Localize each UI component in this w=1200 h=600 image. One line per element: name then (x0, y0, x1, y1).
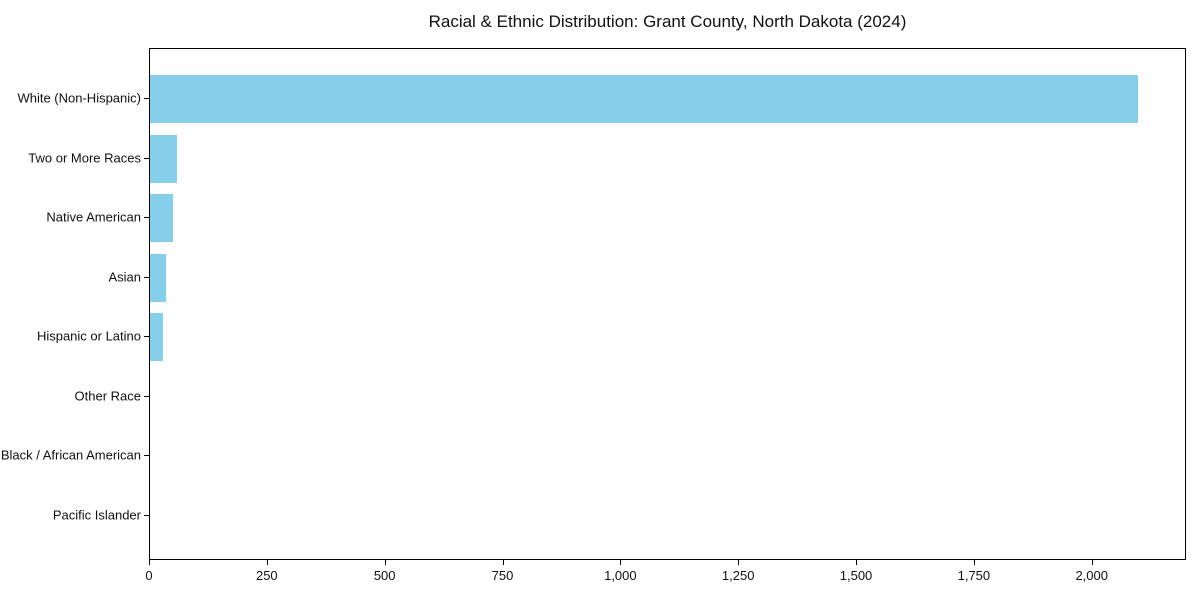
y-axis-label: White (Non-Hispanic) (17, 90, 141, 106)
x-tick-label: 2,000 (1075, 568, 1108, 583)
x-tick-mark (973, 560, 975, 565)
y-axis-label: Pacific Islander (52, 507, 141, 523)
x-tick-mark (856, 560, 858, 565)
bar-hispanic-or-latino (150, 313, 163, 362)
x-tick-label: 1,500 (839, 568, 873, 583)
bar-white-non-hispanic (150, 75, 1138, 123)
x-tick-label: 1,000 (604, 568, 637, 583)
x-tick-label: 0 (145, 568, 153, 583)
plot-area (149, 48, 1186, 560)
x-tick-label: 1,750 (957, 568, 991, 583)
x-tick-label: 750 (491, 568, 514, 583)
bar-asian (150, 253, 167, 302)
x-tick-mark (738, 560, 740, 565)
x-tick-mark (149, 560, 150, 565)
y-tick-mark (144, 98, 149, 99)
x-tick-mark (502, 560, 504, 565)
y-tick-mark (144, 217, 149, 219)
y-axis-label: Hispanic or Latino (36, 328, 141, 344)
y-axis-label: Native American (46, 209, 141, 225)
x-tick-label: 250 (255, 568, 278, 583)
y-tick-mark (144, 157, 149, 159)
y-tick-mark (144, 336, 149, 338)
y-tick-mark (144, 455, 149, 457)
y-axis-label: Asian (108, 269, 141, 285)
x-tick-mark (1091, 560, 1093, 565)
y-tick-mark (144, 276, 149, 278)
chart-title: Racial & Ethnic Distribution: Grant Coun… (428, 12, 907, 31)
y-axis-label: Other Race (74, 388, 141, 404)
y-tick-mark (144, 395, 149, 397)
x-tick-label: 1,250 (721, 568, 755, 583)
x-tick-mark (384, 560, 386, 565)
x-tick-mark (266, 560, 268, 565)
y-axis-label: Two or More Races (28, 150, 141, 166)
bar-two-or-more-races (150, 134, 177, 183)
x-tick-mark (620, 560, 622, 565)
bar-native-american (150, 194, 173, 243)
y-tick-mark (144, 514, 149, 516)
x-tick-label: 500 (373, 568, 396, 583)
y-axis-label: Black / African American (0, 447, 141, 463)
